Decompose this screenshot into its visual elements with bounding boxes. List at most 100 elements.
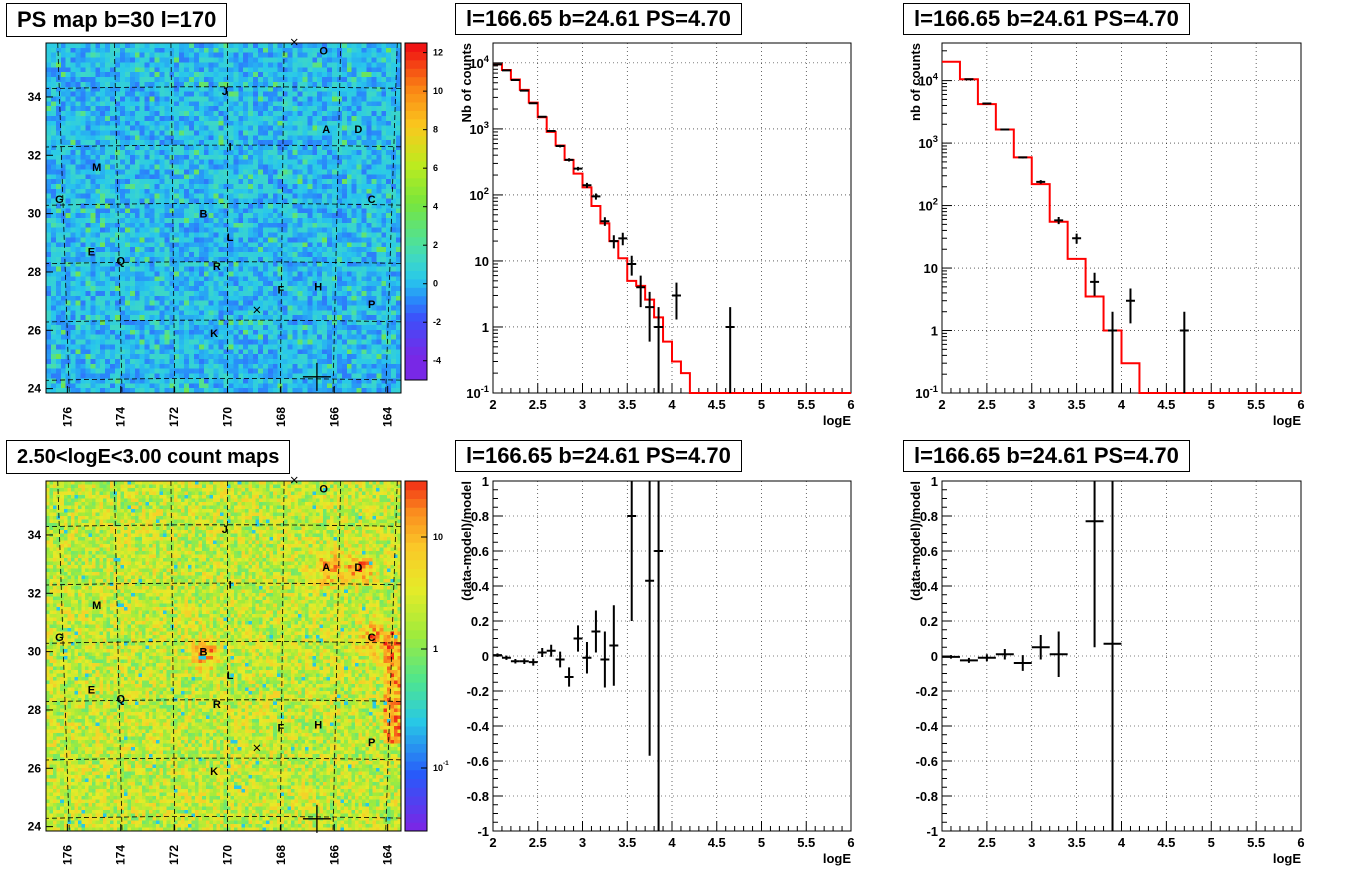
map-pixel — [188, 57, 195, 63]
map-pixel — [366, 47, 372, 54]
map-pixel — [115, 111, 121, 117]
map-pixel — [346, 81, 352, 88]
map-pixel — [267, 47, 274, 54]
map-pixel — [46, 57, 52, 63]
map-pixel — [346, 125, 352, 131]
map-pixel — [317, 106, 323, 112]
map-pixel — [297, 77, 303, 83]
map-pixel — [243, 106, 249, 112]
map-pixel — [179, 111, 185, 117]
map-pixel — [351, 115, 357, 122]
map-pixel — [248, 43, 254, 49]
map-pixel — [356, 57, 362, 63]
map-pixel — [391, 125, 397, 131]
map-pixel — [331, 81, 338, 88]
map-pixel — [203, 125, 210, 131]
map-pixel — [129, 72, 136, 78]
map-pixel — [184, 120, 190, 126]
map-pixel — [100, 57, 106, 63]
map-pixel — [198, 81, 205, 88]
map-pixel — [70, 120, 76, 126]
map-pixel — [297, 72, 303, 78]
map-pixel — [218, 47, 224, 54]
map-pixel — [85, 91, 91, 97]
map-pixel — [159, 91, 165, 97]
map-pixel — [95, 120, 101, 126]
map-pixel — [223, 111, 229, 117]
map-pixel — [144, 125, 150, 131]
map-pixel — [396, 101, 402, 107]
map-pixel — [238, 52, 244, 58]
map-pixel — [376, 81, 382, 88]
map-pixel — [149, 47, 155, 54]
map-pixel — [95, 91, 101, 97]
map-pixel — [179, 62, 185, 68]
map-pixel — [386, 47, 392, 54]
map-pixel — [317, 81, 323, 88]
map-pixel — [238, 47, 244, 54]
map-pixel — [208, 91, 214, 97]
map-pixel — [253, 52, 259, 58]
map-pixel — [50, 81, 57, 88]
map-pixel — [277, 115, 283, 122]
map-pixel — [371, 111, 377, 117]
map-pixel — [336, 72, 343, 78]
map-pixel — [154, 57, 160, 63]
map-pixel — [75, 91, 81, 97]
map-pixel — [282, 43, 288, 49]
map-pixel — [184, 81, 190, 88]
map-pixel — [60, 96, 67, 102]
map-pixel — [233, 125, 239, 131]
map-pixel — [179, 115, 185, 122]
map-pixel — [95, 81, 101, 88]
map-pixel — [105, 67, 111, 73]
map-pixel — [243, 101, 249, 107]
map-pixel — [233, 57, 239, 63]
map-pixel — [218, 62, 224, 68]
map-pixel — [346, 77, 352, 83]
map-pixel — [85, 81, 91, 88]
map-pixel — [253, 86, 259, 92]
map-pixel — [75, 57, 81, 63]
map-pixel — [233, 106, 239, 112]
map-pixel — [386, 77, 392, 83]
map-pixel — [159, 96, 165, 102]
map-pixel — [139, 86, 145, 92]
map-pixel — [223, 115, 229, 122]
map-pixel — [282, 91, 288, 97]
map-pixel — [174, 115, 180, 122]
map-pixel — [50, 72, 57, 78]
map-pixel — [213, 101, 219, 107]
map-pixel — [287, 111, 293, 117]
map-pixel — [248, 115, 254, 122]
map-pixel — [188, 111, 195, 117]
map-pixel — [70, 111, 76, 117]
map-pixel — [134, 67, 140, 73]
map-pixel — [115, 72, 121, 78]
map-pixel — [154, 86, 160, 92]
map-pixel — [346, 43, 352, 49]
map-pixel — [75, 86, 81, 92]
map-pixel — [105, 47, 111, 54]
map-pixel — [129, 81, 136, 88]
map-pixel — [60, 77, 67, 83]
map-pixel — [193, 43, 200, 49]
map-pixel — [248, 101, 254, 107]
map-pixel — [317, 86, 323, 92]
map-pixel — [317, 57, 323, 63]
map-pixel — [144, 62, 150, 68]
map-pixel — [262, 86, 269, 92]
map-pixel — [90, 96, 96, 102]
map-pixel — [396, 62, 402, 68]
map-pixel — [174, 106, 180, 112]
map-pixel — [105, 57, 111, 63]
map-pixel — [95, 125, 101, 131]
map-pixel — [218, 67, 224, 73]
map-pixel — [238, 96, 244, 102]
map-pixel — [258, 77, 264, 83]
map-pixel — [366, 115, 372, 122]
map-pixel — [119, 120, 126, 126]
map-pixel — [100, 47, 106, 54]
map-pixel — [70, 77, 76, 83]
map-pixel — [105, 86, 111, 92]
